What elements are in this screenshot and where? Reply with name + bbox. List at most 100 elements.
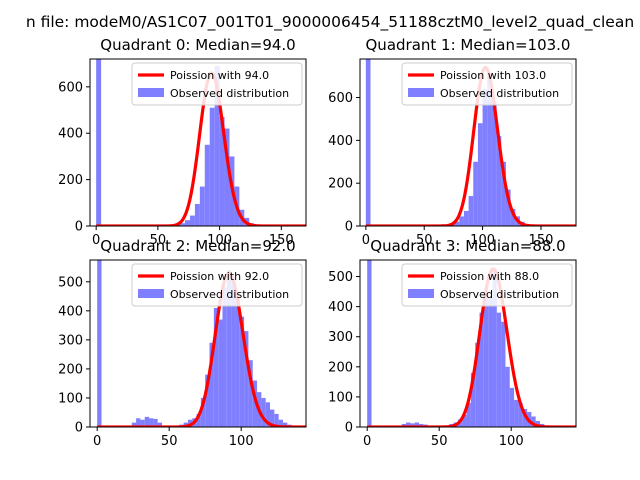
histogram-bar <box>406 422 411 427</box>
histogram-bar <box>505 189 511 226</box>
y-tick-label: 0 <box>75 421 83 436</box>
histogram-bar <box>510 208 516 226</box>
y-tick-label: 300 <box>328 330 353 345</box>
histogram-bar <box>140 419 145 427</box>
histogram-bar <box>235 296 240 427</box>
x-tick-label: 150 <box>529 233 554 248</box>
legend-box <box>131 263 303 307</box>
legend-label-poisson: Poission with 103.0 <box>440 69 546 82</box>
histogram-bar <box>131 422 137 427</box>
histogram-bar <box>144 416 150 427</box>
legend-box <box>131 62 303 106</box>
poisson-curve <box>367 267 576 427</box>
histogram-bar <box>136 418 141 427</box>
y-tick-label: 400 <box>328 300 353 315</box>
y-tick-label: 400 <box>58 304 83 319</box>
legend-label-poisson: Poission with 88.0 <box>440 270 539 283</box>
histogram-bar <box>199 186 205 226</box>
legend-label-observed: Observed distribution <box>440 87 559 100</box>
histogram-bar <box>270 409 275 427</box>
histogram-bar <box>462 414 467 427</box>
histogram-bar <box>468 196 474 226</box>
histogram-bar <box>224 128 230 226</box>
histogram-bar <box>466 402 471 427</box>
histogram-bar <box>505 366 510 427</box>
legend-patch-swatch <box>408 289 434 298</box>
y-tick-label: 500 <box>58 275 83 290</box>
histogram-bar <box>522 408 528 427</box>
figure-title: n file: modeM0/AS1C07_001T01_9000006454_… <box>26 13 634 32</box>
subplot-title: Quadrant 2: Median=92.0 <box>100 237 295 255</box>
histogram-bar <box>492 270 497 427</box>
x-tick-label: 100 <box>499 434 524 449</box>
histogram-bar <box>488 297 493 427</box>
histogram-bar <box>149 418 154 427</box>
legend: Poission with 92.0 Observed distribution <box>131 263 303 307</box>
y-tick-label: 0 <box>75 220 83 235</box>
axes-frame <box>89 58 307 227</box>
histogram-bar <box>196 413 201 427</box>
x-tick-label: 50 <box>161 434 178 449</box>
histogram-bar <box>239 316 245 427</box>
legend: Poission with 88.0 Observed distribution <box>401 263 573 307</box>
y-tick-label: 200 <box>58 362 83 377</box>
histogram-bar <box>410 423 415 427</box>
histogram-bar <box>231 278 236 427</box>
y-tick-label: 100 <box>58 391 83 406</box>
histogram-bar <box>180 223 186 226</box>
histogram-bar <box>96 59 102 226</box>
legend: Poission with 103.0 Observed distribution <box>401 62 573 106</box>
histogram-bar <box>365 59 371 226</box>
histogram-bar <box>487 76 492 226</box>
legend-patch-swatch <box>408 88 434 97</box>
histogram-bar <box>194 203 200 226</box>
histogram-bar <box>535 420 540 427</box>
histogram-bar <box>483 291 489 427</box>
histogram-bar <box>157 422 162 427</box>
histogram-bar <box>454 221 460 226</box>
y-tick-label: 200 <box>58 173 83 188</box>
y-tick-label: 200 <box>328 177 353 192</box>
x-tick-label: 50 <box>150 233 167 248</box>
x-tick-label: 100 <box>470 233 495 248</box>
histogram-bar <box>475 342 480 427</box>
y-tick-label: 0 <box>345 220 353 235</box>
histogram-bar <box>218 319 223 427</box>
histogram-bar <box>414 422 420 427</box>
histogram-bar <box>248 360 253 427</box>
histogram-bar <box>496 312 502 427</box>
histogram-bar <box>209 342 214 427</box>
histogram-bar <box>222 287 227 427</box>
x-tick-label: 0 <box>363 434 371 449</box>
y-tick-label: 400 <box>58 127 83 142</box>
y-tick-label: 400 <box>328 134 353 149</box>
legend-patch-swatch <box>138 88 164 97</box>
y-tick-label: 600 <box>328 91 353 106</box>
y-tick-label: 300 <box>58 333 83 348</box>
x-tick-label: 0 <box>362 233 370 248</box>
y-tick-label: 200 <box>328 360 353 375</box>
legend-box <box>401 62 573 106</box>
histogram-bar <box>204 144 210 226</box>
legend-patch-swatch <box>138 289 164 298</box>
histogram-bar <box>205 374 210 427</box>
histogram-bar <box>514 399 519 427</box>
poisson-curve <box>95 71 306 226</box>
x-tick-label: 0 <box>93 434 101 449</box>
axes-frame <box>89 259 307 428</box>
histogram-bar <box>219 116 225 226</box>
y-tick-label: 100 <box>328 390 353 405</box>
histogram-bar <box>482 88 488 226</box>
plot-area <box>95 59 306 226</box>
histogram-bar <box>479 312 484 427</box>
legend: Poission with 94.0 Observed distribution <box>131 62 303 106</box>
histogram-bar <box>214 65 220 226</box>
subplot-quadrant-2: 0 50 100 0 100 200 300 400 500 Poission with 92.0… <box>58 237 307 449</box>
histogram-bar <box>463 211 469 226</box>
legend-label-poisson: Poission with 92.0 <box>170 270 269 283</box>
histogram-bar <box>501 161 506 226</box>
histogram-bar <box>278 419 283 427</box>
subplot-quadrant-1: 0 50 100 150 0 200 400 600 Poission with 103.0 Ob… <box>328 36 577 248</box>
histogram-bar <box>153 418 158 427</box>
histogram-bar <box>200 397 206 427</box>
